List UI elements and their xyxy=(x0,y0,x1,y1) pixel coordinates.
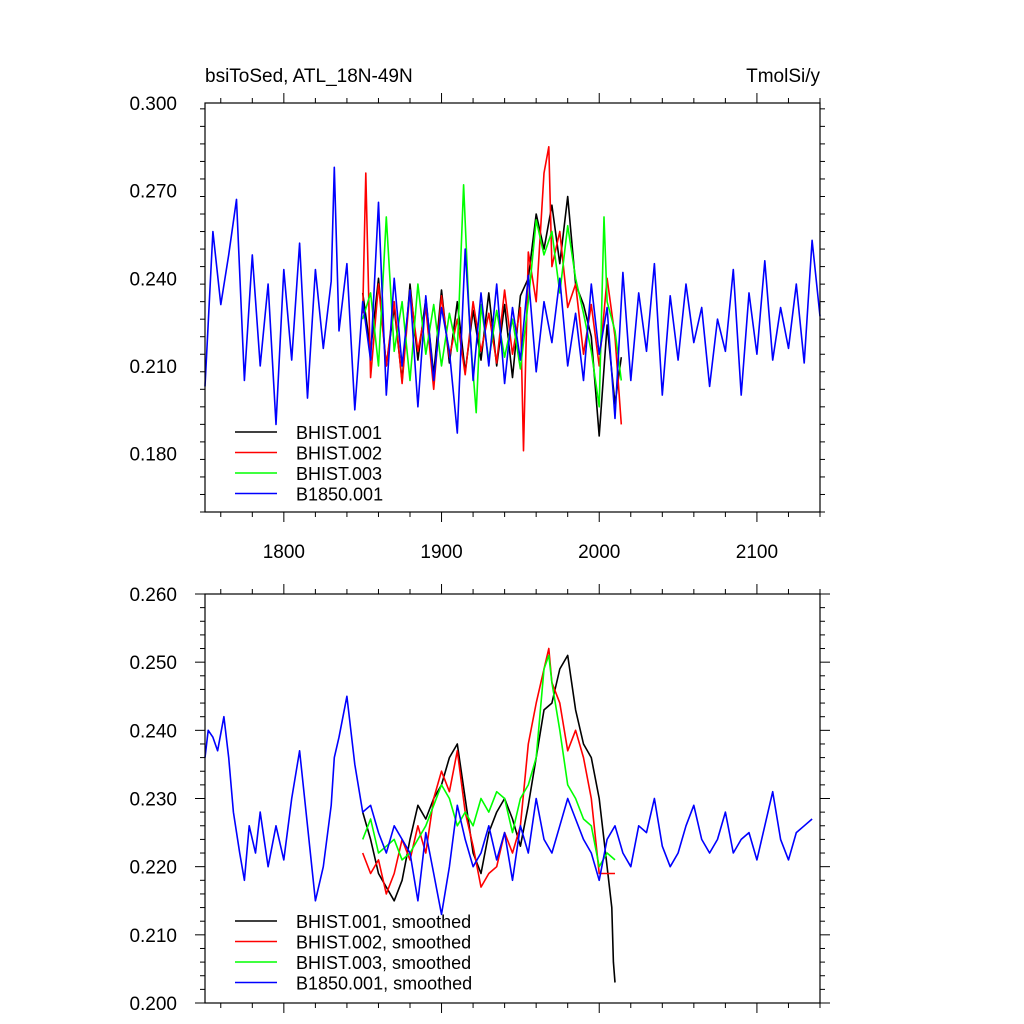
bottom-series-line-3 xyxy=(204,695,813,916)
bottom-legend-label: BHIST.002, smoothed xyxy=(296,933,471,953)
top-series-line-2 xyxy=(361,184,623,414)
top-y-tick-label: 0.270 xyxy=(129,182,177,203)
top-y-tick-label: 0.180 xyxy=(129,445,177,466)
top-x-tick-label: 1800 xyxy=(263,542,305,563)
top-legend-label: BHIST.002 xyxy=(296,444,382,464)
top-y-tick-label: 0.300 xyxy=(129,94,177,115)
top-series-line-1 xyxy=(361,146,623,452)
bottom-y-tick-label: 0.240 xyxy=(129,721,177,742)
bottom-legend-label: BHIST.001, smoothed xyxy=(296,912,471,932)
bottom-y-tick-label: 0.200 xyxy=(129,994,177,1015)
top-legend-label: B1850.001 xyxy=(296,485,383,505)
top-x-tick-label: 2100 xyxy=(736,542,778,563)
top-x-tick-label: 2000 xyxy=(578,542,620,563)
bottom-series-line-2 xyxy=(361,654,616,868)
bottom-series-line-1 xyxy=(361,647,615,895)
top-panel: 1800 1900 2000 2100 0.180 0.210 0.240 0.270 0.30… xyxy=(129,93,825,563)
bottom-legend-label: BHIST.003, smoothed xyxy=(296,953,471,973)
top-y-tick-label: 0.240 xyxy=(129,269,177,290)
top-y-tick-label: 0.210 xyxy=(129,357,177,378)
chart-title-left: bsiToSed, ATL_18N-49N xyxy=(205,66,413,87)
bottom-y-tick-label: 0.220 xyxy=(129,858,177,879)
bottom-y-tick-label: 0.210 xyxy=(129,926,177,947)
bottom-y-tick-label: 0.250 xyxy=(129,653,177,674)
top-legend-label: BHIST.003 xyxy=(296,464,382,484)
bottom-y-tick-label: 0.230 xyxy=(129,790,177,811)
chart-title-right: TmolSi/y xyxy=(746,66,820,87)
top-plot-frame xyxy=(204,102,821,513)
top-x-tick-label: 1900 xyxy=(420,542,462,563)
bottom-panel: 0.200 0.210 0.220 0.230 0.240 0.250 0.260 BHIST… xyxy=(129,584,830,1015)
top-series-line-0 xyxy=(361,195,623,437)
bottom-y-tick-label: 0.260 xyxy=(129,585,177,606)
top-legend-label: BHIST.001 xyxy=(296,423,382,443)
bottom-legend-label: B1850.001, smoothed xyxy=(296,974,472,994)
top-series-line-3 xyxy=(204,166,821,434)
